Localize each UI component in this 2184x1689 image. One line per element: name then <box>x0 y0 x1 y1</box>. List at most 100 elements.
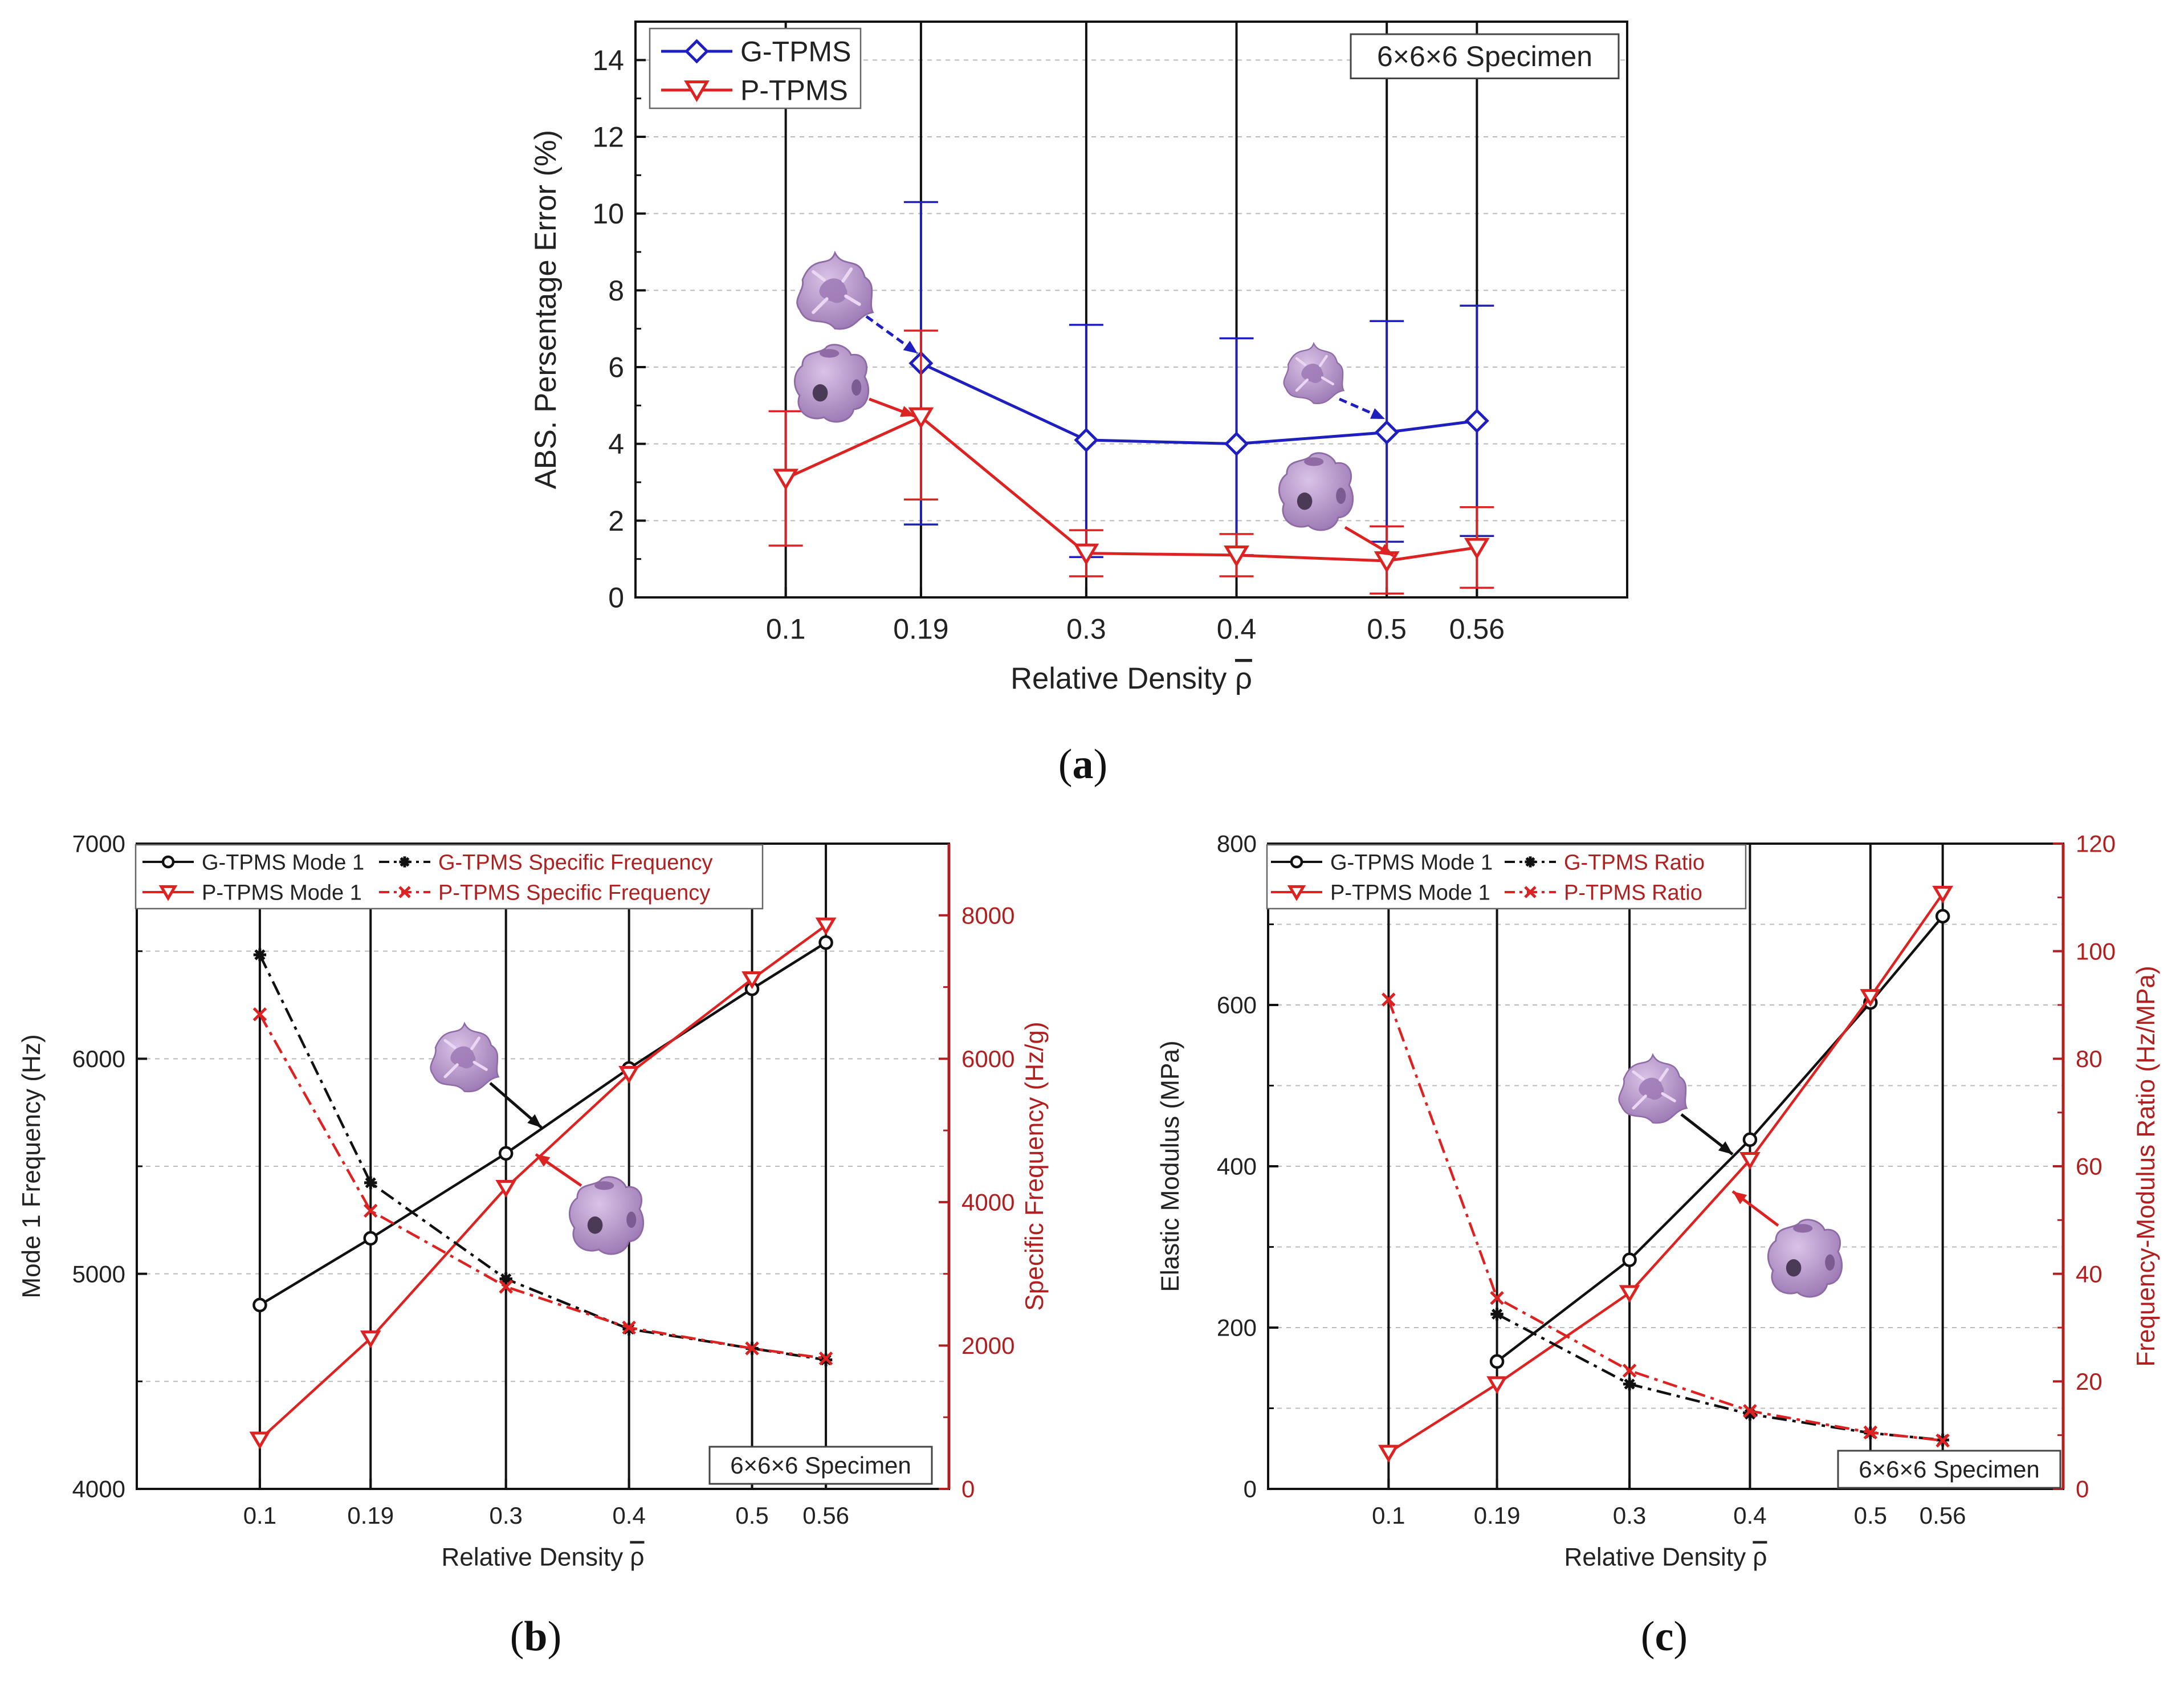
gyroid-highlight <box>443 1036 488 1078</box>
data-point <box>1378 1444 1399 1463</box>
legend-marker <box>161 855 175 869</box>
data-point <box>1489 1354 1505 1369</box>
arrow-head <box>1370 408 1385 419</box>
x-tick-label: 0.1 <box>243 1502 276 1529</box>
legend-item: G-TPMS Specific Frequency <box>379 850 712 874</box>
y-tick-label: 400 <box>1217 1153 1257 1180</box>
legend-item: P-TPMS Mode 1 <box>142 881 362 905</box>
p-cell-side-hole <box>851 379 862 396</box>
p-cell-illustration <box>794 344 870 423</box>
caption-paren: ) <box>1094 741 1108 788</box>
gyroid-cell-illustration <box>430 1021 500 1093</box>
annotation-box <box>1837 1450 2061 1489</box>
p-cell-body <box>1278 452 1354 531</box>
p-cell-top-hole <box>1304 457 1324 466</box>
y-tick-label: 0 <box>608 582 624 614</box>
gyroid-highlight <box>1295 355 1334 392</box>
data-point <box>360 1330 381 1349</box>
caption-letter: a <box>1073 741 1094 788</box>
x-tick-label: 0.4 <box>612 1502 645 1529</box>
p-cell-illustration <box>569 1176 645 1255</box>
legend-item: P-TPMS Ratio <box>1505 881 1702 905</box>
x-axis-title: Relative Density ρ <box>1564 1543 1767 1571</box>
data-point <box>363 1203 378 1218</box>
legend-item: P-TPMS Mode 1 <box>1271 881 1490 905</box>
legend-label: P-TPMS Mode 1 <box>202 881 362 905</box>
legend-marker <box>1290 855 1303 869</box>
legend-box <box>649 27 862 109</box>
data-point <box>622 1320 636 1335</box>
unit-cell-illustrations <box>430 250 1843 1298</box>
legend-marker <box>398 886 411 898</box>
data-point <box>745 1341 759 1356</box>
arrow-head <box>536 1154 551 1167</box>
y2-tick-label: 6000 <box>961 1045 1014 1072</box>
y2-tick-label: 2000 <box>961 1332 1014 1359</box>
caption-paren: ( <box>1058 741 1073 788</box>
data-point <box>908 407 934 429</box>
x-tick-label: 0.19 <box>893 613 948 645</box>
data-point <box>1486 1376 1507 1394</box>
x-axis-title-symbol: ρ <box>1753 1543 1767 1571</box>
caption-paren: ) <box>548 1613 562 1660</box>
data-point <box>741 971 763 990</box>
y-tick-label: 4 <box>608 428 624 460</box>
data-point <box>818 1351 833 1366</box>
arrow-head <box>903 340 918 353</box>
y-tick-label: 6000 <box>72 1045 125 1072</box>
annotation-arrow <box>1680 1113 1734 1155</box>
x-tick-label: 0.19 <box>1474 1502 1521 1529</box>
y-tick-label: 7000 <box>72 831 125 857</box>
series-line <box>259 941 827 1307</box>
data-point <box>1224 546 1249 568</box>
y-axis-title: Elastic Modulus (MPa) <box>1156 1040 1184 1292</box>
data-point <box>498 1146 514 1161</box>
y2-tick-label: 40 <box>2076 1260 2102 1287</box>
data-point <box>253 948 267 962</box>
series-line <box>1496 915 1944 1363</box>
p-cell-top-hole <box>1793 1224 1813 1233</box>
annotation-arrow <box>489 1082 543 1129</box>
data-point <box>1374 420 1399 445</box>
data-point <box>1932 886 1954 904</box>
data-point <box>1743 1407 1757 1421</box>
data-point <box>1464 408 1489 433</box>
y-tick-label: 2 <box>608 505 624 537</box>
x-tick-label: 0.3 <box>490 1502 523 1529</box>
x-axis-title-symbol: ρ <box>1235 662 1252 695</box>
annotation-arrow <box>869 397 915 418</box>
legend-item: P-TPMS <box>661 75 848 107</box>
data-point <box>818 935 833 950</box>
y-tick-label: 200 <box>1217 1314 1257 1341</box>
y2-tick-label: 20 <box>2076 1368 2102 1395</box>
data-point <box>815 917 837 935</box>
legend-label: P-TPMS Specific Frequency <box>438 881 710 905</box>
gyroid-highlight <box>1632 1068 1676 1110</box>
data-point <box>1742 1132 1758 1147</box>
annotation-arrow <box>1338 397 1386 421</box>
specimen-annotation: 6×6×6 Specimen <box>708 1446 933 1485</box>
data-point <box>1619 1285 1640 1303</box>
legend-marker <box>1287 885 1306 901</box>
specimen-annotation: 6×6×6 Specimen <box>1837 1450 2061 1489</box>
series-line <box>259 924 827 1440</box>
data-point <box>1464 538 1490 560</box>
y-tick-label: 800 <box>1217 831 1257 857</box>
series-line <box>1496 1313 1943 1442</box>
data-point <box>1936 1433 1950 1448</box>
p-cell-front-hole <box>812 384 828 402</box>
annotation-box <box>1350 33 1620 79</box>
gyroid-hole <box>1301 363 1324 384</box>
y2-tick-label: 100 <box>2076 938 2116 964</box>
annotation-arrow <box>1344 526 1395 557</box>
data-point <box>249 1431 271 1450</box>
x-tick-label: 0.56 <box>1449 613 1505 645</box>
p-cell-body <box>794 344 870 423</box>
caption-letter: c <box>1655 1613 1674 1660</box>
x-axis-title-text: Relative Density <box>442 1543 630 1571</box>
p-cell-top-hole <box>594 1181 614 1190</box>
gyroid-cell-illustration <box>796 250 874 330</box>
p-cell-illustration <box>1767 1219 1843 1298</box>
series-line <box>785 415 1477 563</box>
